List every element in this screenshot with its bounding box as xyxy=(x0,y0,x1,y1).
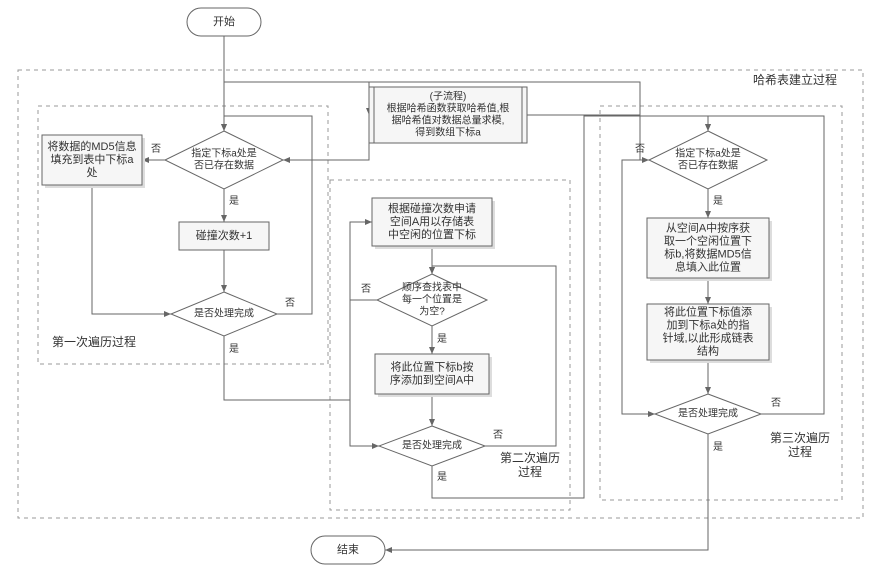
svg-text:第三次遍历: 第三次遍历 xyxy=(770,431,830,445)
svg-text:否: 否 xyxy=(635,143,645,155)
svg-text:是: 是 xyxy=(229,343,239,355)
svg-text:是: 是 xyxy=(437,471,447,483)
svg-text:标b,将数据MD5信: 标b,将数据MD5信 xyxy=(664,246,751,260)
svg-text:将此位置下标b按: 将此位置下标b按 xyxy=(390,359,473,373)
svg-text:序添加到空间A中: 序添加到空间A中 xyxy=(390,372,474,386)
svg-text:针域,以此形成链表: 针域,以此形成链表 xyxy=(662,330,753,344)
svg-text:根据碰撞次数申请: 根据碰撞次数申请 xyxy=(388,201,476,215)
svg-text:得到数组下标a: 得到数组下标a xyxy=(415,126,481,139)
svg-text:是否处理完成: 是否处理完成 xyxy=(194,307,254,320)
svg-text:取一个空闲位置下: 取一个空闲位置下 xyxy=(664,233,752,247)
svg-text:第一次遍历过程: 第一次遍历过程 xyxy=(52,334,136,349)
svg-text:处: 处 xyxy=(87,166,98,179)
svg-text:否: 否 xyxy=(151,143,161,155)
svg-text:否: 否 xyxy=(771,397,781,409)
svg-text:结束: 结束 xyxy=(337,543,359,556)
svg-text:是: 是 xyxy=(713,195,723,207)
svg-text:据哈希值对数据总量求模,: 据哈希值对数据总量求模, xyxy=(392,114,505,127)
svg-text:顺序查找表中: 顺序查找表中 xyxy=(402,281,462,294)
svg-text:空间A用以存储表: 空间A用以存储表 xyxy=(390,214,474,228)
svg-text:填充到表中下标a: 填充到表中下标a xyxy=(50,152,134,166)
svg-text:是否处理完成: 是否处理完成 xyxy=(678,407,738,420)
svg-text:为空?: 为空? xyxy=(419,305,445,318)
svg-text:开始: 开始 xyxy=(213,14,235,28)
svg-text:碰撞次数+1: 碰撞次数+1 xyxy=(196,228,253,242)
svg-text:是: 是 xyxy=(713,441,723,453)
svg-text:加到下标a处的指: 加到下标a处的指 xyxy=(666,317,749,331)
svg-text:哈希表建立过程: 哈希表建立过程 xyxy=(753,72,837,87)
svg-text:第二次遍历: 第二次遍历 xyxy=(500,451,560,465)
svg-text:中空闲的位置下标: 中空闲的位置下标 xyxy=(388,227,476,241)
svg-text:根据哈希函数获取哈希值,根: 根据哈希函数获取哈希值,根 xyxy=(387,102,510,115)
svg-text:否已存在数据: 否已存在数据 xyxy=(194,159,254,172)
svg-text:是: 是 xyxy=(437,333,447,345)
svg-text:每一个位置是: 每一个位置是 xyxy=(402,293,462,306)
svg-text:过程: 过程 xyxy=(788,444,812,459)
svg-text:息填入此位置: 息填入此位置 xyxy=(675,259,741,273)
svg-text:过程: 过程 xyxy=(518,464,542,479)
flowchart-canvas: 哈希表建立过程第一次遍历过程第二次遍历过程第三次遍历过程否是否是是否否是是否否是… xyxy=(0,0,881,580)
svg-text:将数据的MD5信息: 将数据的MD5信息 xyxy=(47,139,136,153)
svg-text:从空间A中按序获: 从空间A中按序获 xyxy=(666,220,750,234)
svg-text:指定下标a处是: 指定下标a处是 xyxy=(675,147,741,160)
svg-text:是否处理完成: 是否处理完成 xyxy=(402,439,462,452)
svg-text:是: 是 xyxy=(229,195,239,207)
svg-text:指定下标a处是: 指定下标a处是 xyxy=(191,147,257,160)
svg-text:否: 否 xyxy=(493,429,503,441)
svg-text:(子流程): (子流程) xyxy=(430,90,467,103)
svg-text:否: 否 xyxy=(361,283,371,295)
svg-text:结构: 结构 xyxy=(697,343,719,357)
svg-text:将此位置下标值添: 将此位置下标值添 xyxy=(664,304,752,318)
svg-text:否: 否 xyxy=(285,297,295,309)
svg-text:否已存在数据: 否已存在数据 xyxy=(678,159,738,172)
